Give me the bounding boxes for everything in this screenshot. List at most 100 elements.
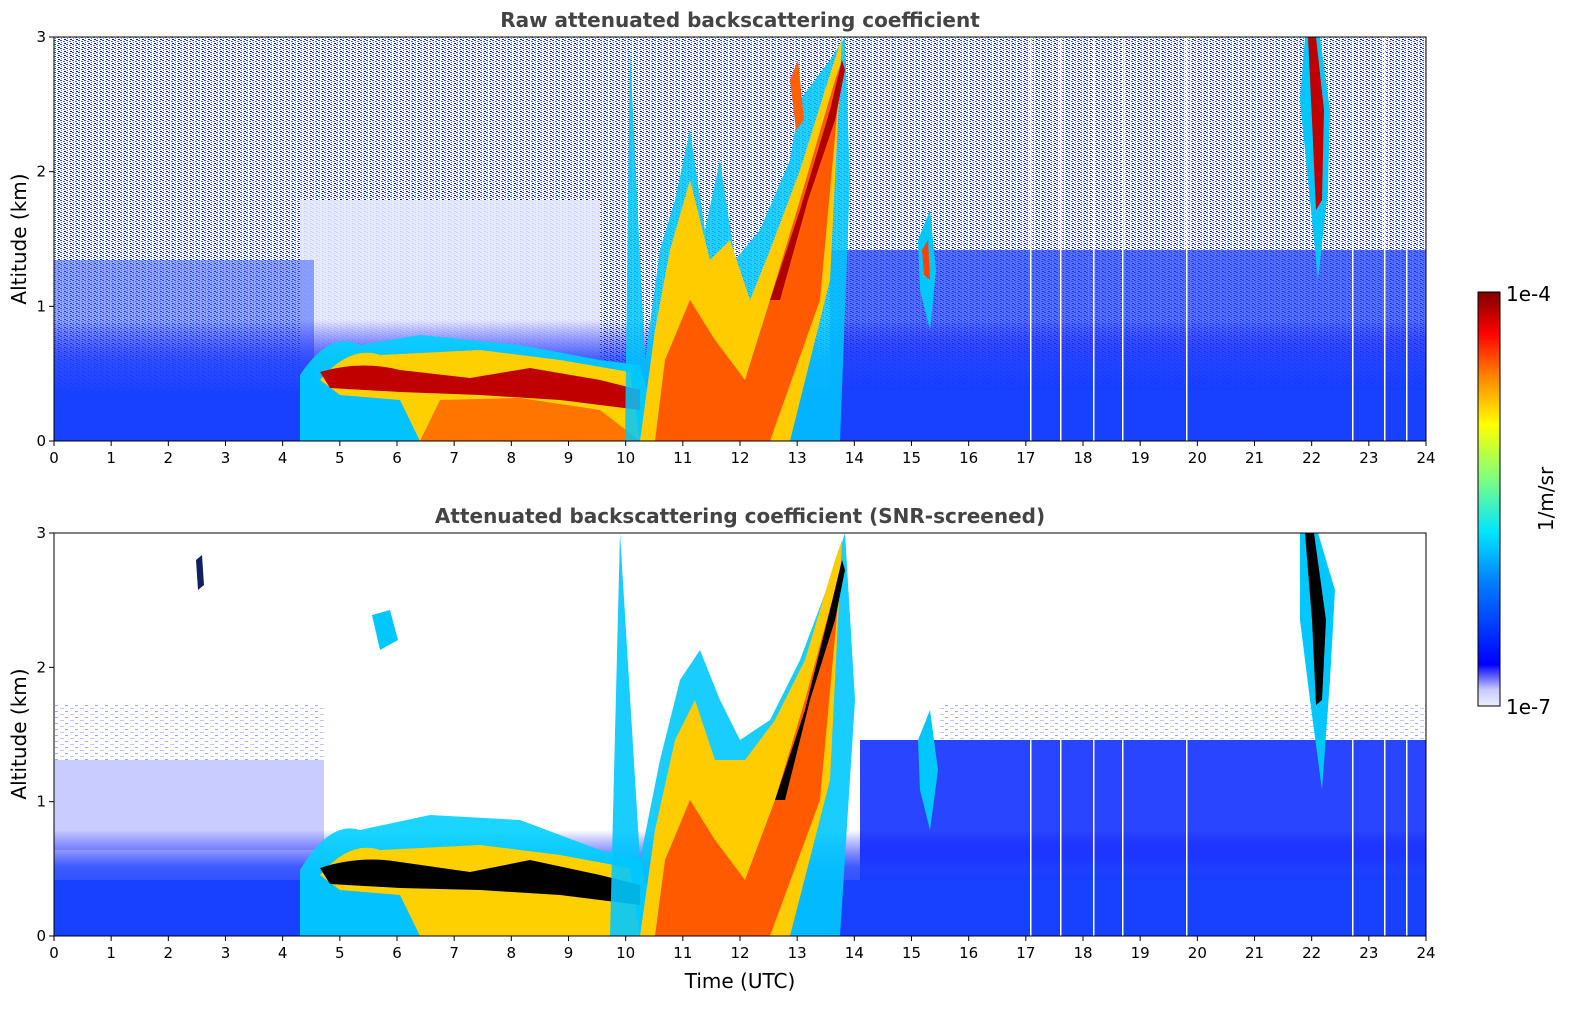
raw-rising-streak — [770, 60, 845, 300]
panel-raw-title: Raw attenuated backscattering coefficien… — [500, 8, 980, 32]
raw-cloud-layer-core — [320, 365, 640, 410]
panel-snr-y-tick-label: 2 — [36, 658, 46, 676]
panel-snr-x-tick-label: 2 — [164, 944, 174, 962]
raw-cloud-layer-low — [420, 398, 640, 441]
panel-raw-x-tick-label: 18 — [1073, 449, 1092, 467]
panel-snr-x-tick-label: 24 — [1416, 944, 1435, 962]
snr-precip-core — [655, 560, 842, 936]
snr-dropout-2 — [1060, 740, 1062, 936]
snr-cloud-22h-core — [1305, 533, 1326, 705]
colorbar-gradient — [1477, 291, 1501, 707]
colorbar-unit-label: 1/m/sr — [1534, 466, 1558, 531]
panel-snr-y-tick-label: 1 — [36, 793, 46, 811]
panel-raw-x-tick-label: 15 — [902, 449, 921, 467]
panel-snr-x-tick-label: 10 — [616, 944, 635, 962]
panel-snr-y-tick-label: 0 — [36, 927, 46, 945]
panel-raw-x-tick-label: 1 — [106, 449, 116, 467]
panel-snr-x-tick-label: 5 — [335, 944, 345, 962]
snr-dropout-5 — [1186, 740, 1188, 936]
panel-snr-x-tick-label: 16 — [959, 944, 978, 962]
raw-cloud-22h-core — [1308, 37, 1324, 210]
snr-cloud-layer-core — [320, 859, 640, 905]
panel-snr-x-tick-label: 11 — [673, 944, 692, 962]
panel-snr-y-axis: 0 1 2 3 — [36, 524, 54, 945]
snr-blob-6h — [372, 610, 398, 650]
panel-raw-ylabel: Altitude (km) — [7, 173, 31, 304]
colorbar: 1e-4 1e-7 1/m/sr — [1477, 282, 1558, 719]
panel-snr-x-tick-label: 14 — [845, 944, 864, 962]
panel-raw-x-tick-label: 16 — [959, 449, 978, 467]
panel-raw-x-tick-label: 7 — [449, 449, 459, 467]
snr-blob-2h — [196, 555, 204, 590]
panel-snr-x-tick-label: 4 — [278, 944, 288, 962]
snr-faint-band-left — [54, 705, 324, 765]
panel-raw-x-tick-label: 0 — [49, 449, 59, 467]
panel-raw-x-tick-label: 3 — [221, 449, 231, 467]
panel-raw-x-tick-label: 21 — [1245, 449, 1264, 467]
panel-snr-x-tick-label: 21 — [1245, 944, 1264, 962]
panel-raw-x-axis: 0 1 2 3 4 5 6 7 8 9 10 11 12 13 14 15 16 17 18 19 20 21 22 23 24 — [49, 441, 1436, 467]
panel-snr-xlabel: Time (UTC) — [684, 969, 796, 993]
panel-snr-x-axis: 0 1 2 3 4 5 6 7 8 9 10 11 12 13 14 15 16 17 18 19 20 21 22 23 24 — [49, 936, 1436, 962]
raw-dropout-6 — [1352, 37, 1354, 441]
panel-raw-x-tick-label: 17 — [1016, 449, 1035, 467]
snr-cloud-15h — [918, 710, 938, 830]
snr-rising-streak — [775, 560, 845, 800]
panel-raw-x-tick-label: 5 — [335, 449, 345, 467]
raw-cloud-15h-core — [922, 240, 930, 280]
panel-raw-x-tick-label: 24 — [1416, 449, 1435, 467]
panel-snr-x-tick-label: 0 — [49, 944, 59, 962]
panel-snr-x-tick-label: 7 — [449, 944, 459, 962]
panel-snr-title: Attenuated backscattering coefficient (S… — [435, 504, 1045, 528]
panel-raw-x-tick-label: 9 — [564, 449, 574, 467]
panel-raw-x-tick-label: 11 — [673, 449, 692, 467]
panel-snr-plot — [54, 533, 1426, 936]
panel-snr-x-tick-label: 15 — [902, 944, 921, 962]
raw-dropout-2 — [1060, 37, 1062, 441]
panel-raw-x-tick-label: 4 — [278, 449, 288, 467]
snr-dropout-4 — [1122, 740, 1124, 936]
snr-dropout-3 — [1093, 740, 1095, 936]
panel-raw-plot — [54, 37, 1426, 441]
panel-raw-x-tick-label: 22 — [1302, 449, 1321, 467]
panel-raw-x-tick-label: 2 — [164, 449, 174, 467]
panel-raw-y-tick-label: 3 — [36, 28, 46, 46]
panel-raw: Raw attenuated backscattering coefficien… — [7, 8, 1436, 467]
panel-snr-x-tick-label: 18 — [1073, 944, 1092, 962]
panel-raw-y-tick-label: 1 — [36, 297, 46, 315]
panel-raw-x-tick-label: 8 — [507, 449, 517, 467]
panel-raw-x-tick-label: 12 — [730, 449, 749, 467]
panel-snr-x-tick-label: 8 — [507, 944, 517, 962]
snr-dropout-6 — [1352, 740, 1354, 936]
raw-dropout-1 — [1030, 37, 1032, 441]
panel-raw-x-tick-label: 19 — [1131, 449, 1150, 467]
raw-dropout-7 — [1384, 37, 1386, 441]
panel-snr-ylabel: Altitude (km) — [7, 668, 31, 799]
raw-dropout-5 — [1186, 37, 1188, 441]
panel-raw-y-tick-label: 2 — [36, 163, 46, 181]
panel-raw-x-tick-label: 20 — [1188, 449, 1207, 467]
panel-snr-x-tick-label: 13 — [788, 944, 807, 962]
panel-raw-y-tick-label: 0 — [36, 432, 46, 450]
raw-dropout-3 — [1093, 37, 1095, 441]
panel-snr-x-tick-label: 23 — [1359, 944, 1378, 962]
panel-raw-x-tick-label: 10 — [616, 449, 635, 467]
panel-snr-x-tick-label: 6 — [392, 944, 402, 962]
colorbar-min-label: 1e-7 — [1506, 695, 1551, 719]
raw-precip-core — [655, 60, 842, 441]
panel-snr-y-tick-label: 3 — [36, 524, 46, 542]
panel-snr-x-tick-label: 12 — [730, 944, 749, 962]
panel-raw-x-tick-label: 6 — [392, 449, 402, 467]
raw-cloud-13h — [790, 60, 804, 130]
raw-dropout-4 — [1122, 37, 1124, 441]
snr-dropout-7 — [1384, 740, 1386, 936]
panel-snr-x-tick-label: 9 — [564, 944, 574, 962]
panel-snr-x-tick-label: 20 — [1188, 944, 1207, 962]
panel-raw-x-tick-label: 23 — [1359, 449, 1378, 467]
snr-dropout-1 — [1030, 740, 1032, 936]
panel-snr-x-tick-label: 3 — [221, 944, 231, 962]
panel-snr-x-tick-label: 19 — [1131, 944, 1150, 962]
panel-raw-x-tick-label: 14 — [845, 449, 864, 467]
panel-raw-x-tick-label: 13 — [788, 449, 807, 467]
